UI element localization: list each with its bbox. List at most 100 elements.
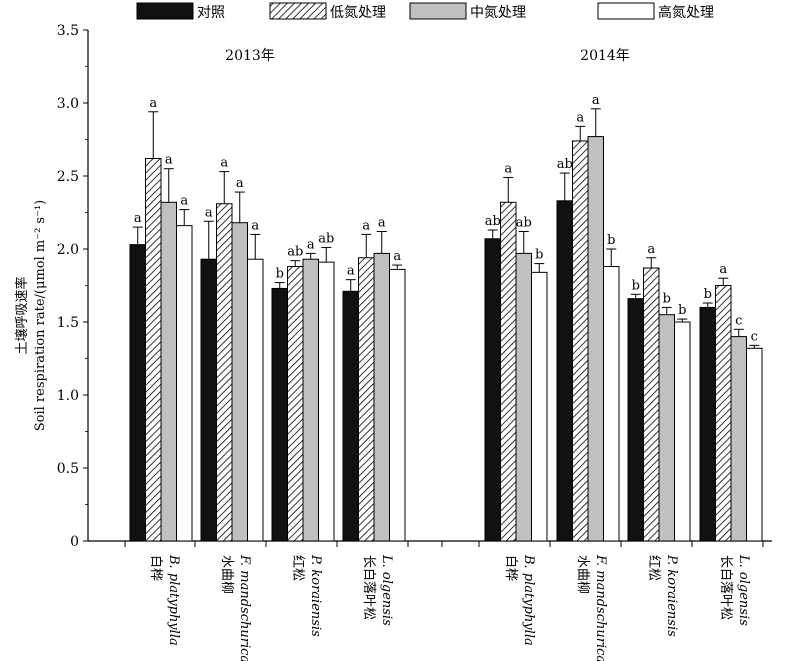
bar xyxy=(746,347,763,542)
category-label-latin: F. mandschurica xyxy=(593,554,608,661)
bar xyxy=(231,222,248,542)
category-label-cn: 长白落叶松 xyxy=(718,555,734,620)
significance-letter: a xyxy=(220,156,228,171)
bar xyxy=(129,244,146,542)
category-label-cn: 红松 xyxy=(290,555,306,581)
category-label-latin: B. platyphylla xyxy=(166,554,181,646)
y-tick-label: 1.0 xyxy=(57,388,79,404)
bar xyxy=(674,321,691,542)
bar xyxy=(730,336,747,542)
category-label-latin: P. koraiensis xyxy=(664,554,679,637)
significance-letter: a xyxy=(647,242,655,257)
significance-letter: ab xyxy=(287,245,303,260)
bar xyxy=(500,201,517,542)
legend-swatch xyxy=(269,2,327,20)
category-label-latin: F. mandschurica xyxy=(237,554,252,661)
y-tick-label: 3.0 xyxy=(57,96,79,112)
category-label-latin: B. platyphylla xyxy=(521,554,536,646)
bar xyxy=(342,290,359,542)
bar xyxy=(572,140,589,542)
bar xyxy=(515,252,532,542)
category-label-cn: 水曲柳 xyxy=(219,555,234,594)
y-tick-label: 0 xyxy=(70,534,79,550)
bar xyxy=(318,261,335,542)
y-axis-label-cn: 土壤呼吸速率 xyxy=(14,276,30,354)
significance-letter: c xyxy=(751,329,758,344)
bar xyxy=(373,252,390,542)
bar xyxy=(603,266,620,542)
bar xyxy=(389,268,406,542)
bar xyxy=(643,267,660,542)
significance-letter: a xyxy=(576,110,584,125)
significance-letter: a xyxy=(378,215,386,230)
legend-label: 低氮处理 xyxy=(330,5,386,21)
legend-swatch xyxy=(597,2,655,20)
category-label-cn: 水曲柳 xyxy=(575,555,590,594)
significance-letter: ab xyxy=(516,215,532,230)
significance-letter: a xyxy=(307,237,315,252)
bar xyxy=(531,271,548,542)
significance-letter: ab xyxy=(557,157,573,172)
significance-letter: a xyxy=(205,205,213,220)
significance-letter: a xyxy=(504,161,512,176)
legend-label: 高氮处理 xyxy=(658,4,714,21)
y-tick-label: 2.5 xyxy=(57,169,79,185)
y-tick-label: 3.5 xyxy=(57,23,79,39)
legend-label: 中氮处理 xyxy=(470,5,526,21)
significance-letter: b xyxy=(607,233,615,248)
bar xyxy=(287,266,304,542)
y-axis-label-en: Soil respiration rate/(μmol m⁻² s⁻¹) xyxy=(33,200,48,432)
bar xyxy=(699,306,716,542)
y-tick-label: 1.5 xyxy=(57,315,79,331)
category-label-latin: P. koraiensis xyxy=(308,554,323,637)
significance-letter: ab xyxy=(318,232,334,247)
bar xyxy=(176,225,193,542)
category-label-cn: 红松 xyxy=(646,555,662,581)
significance-letter: a xyxy=(180,194,188,209)
significance-letter: a xyxy=(362,218,370,233)
bar xyxy=(358,257,375,542)
significance-letter: a xyxy=(592,93,600,108)
significance-letter: c xyxy=(735,313,742,328)
category-label-cn: 长白落叶松 xyxy=(361,555,377,620)
significance-letter: b xyxy=(632,278,640,293)
category-label-latin: L. olgensis xyxy=(736,554,751,626)
significance-letter: b xyxy=(704,287,712,302)
y-tick-label: 0.5 xyxy=(57,461,79,477)
bar xyxy=(247,258,264,542)
significance-letter: b xyxy=(535,248,543,263)
significance-letter: a xyxy=(149,96,157,111)
y-tick-label: 2.0 xyxy=(57,242,79,258)
significance-letter: a xyxy=(236,176,244,191)
bar xyxy=(216,203,233,542)
significance-letter: b xyxy=(276,267,284,282)
significance-letter: a xyxy=(134,211,142,226)
panel-year-label: 2014年 xyxy=(580,48,630,64)
legend: 对照 低氮处理 中氮处理 高氮处理 xyxy=(136,2,714,21)
panel-year-label: 2013年 xyxy=(225,48,275,64)
significance-letter: a xyxy=(347,264,355,279)
bar xyxy=(200,258,217,542)
y-axis-label: 土壤呼吸速率 Soil respiration rate/(μmol m⁻² s⁻… xyxy=(14,200,48,432)
bar xyxy=(145,157,162,542)
bar xyxy=(715,285,732,542)
bar xyxy=(484,238,501,542)
bar xyxy=(302,258,319,542)
significance-letter: b xyxy=(678,303,686,318)
category-label-cn: 白桦 xyxy=(148,555,164,581)
significance-letter: a xyxy=(393,249,401,264)
legend-swatch xyxy=(409,2,467,20)
bar xyxy=(587,136,604,542)
bar xyxy=(627,298,644,542)
category-label-latin: L. olgensis xyxy=(379,554,394,626)
significance-letter: b xyxy=(663,291,671,306)
legend-label: 对照 xyxy=(197,5,225,21)
bar xyxy=(160,201,177,542)
bar xyxy=(658,314,675,542)
legend-swatch xyxy=(136,2,194,20)
category-label-cn: 白桦 xyxy=(503,555,519,581)
axes: 0 0.5 1.0 1.5 2.0 2.5 3.0 3.5 土壤呼吸速率 Soil respira… xyxy=(14,23,772,550)
